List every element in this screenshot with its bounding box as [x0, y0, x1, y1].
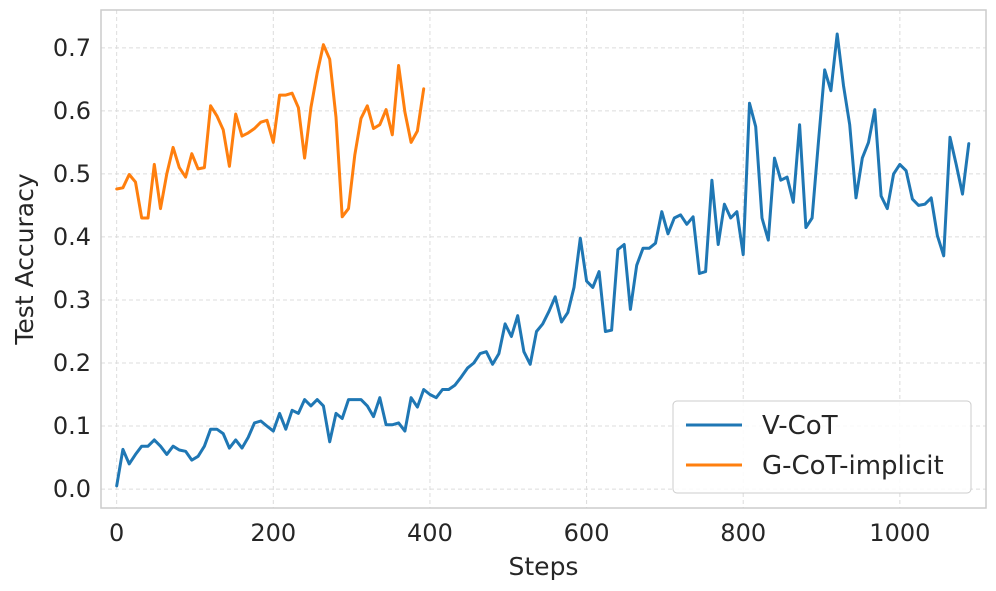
- y-tick-label: 0.0: [53, 475, 91, 503]
- legend-label-g-cot-implicit: G-CoT-implicit: [762, 451, 944, 481]
- x-tick-label: 800: [720, 519, 766, 547]
- legend-label-v-cot: V-CoT: [762, 411, 838, 441]
- y-tick-label: 0.4: [53, 223, 91, 251]
- series-group: [115, 32, 971, 488]
- series-line-v-cot: [115, 32, 971, 488]
- legend-box: [672, 400, 972, 494]
- x-tick-labels: 0 200 400 600 800 1000: [109, 519, 930, 547]
- y-tick-label: 0.2: [53, 349, 91, 377]
- x-tick-label: 600: [564, 519, 610, 547]
- plot-area-frame: [100, 9, 987, 509]
- x-tick-label: 400: [407, 519, 453, 547]
- grid-lines: [101, 10, 986, 508]
- y-tick-label: 0.3: [53, 286, 91, 314]
- y-axis-label: Test Accuracy: [10, 173, 39, 346]
- x-tick-label: 1000: [869, 519, 930, 547]
- y-tick-label: 0.7: [53, 34, 91, 62]
- y-tick-labels: 0.0 0.1 0.2 0.3 0.4 0.5 0.6 0.7: [53, 34, 91, 503]
- x-tick-label: 0: [109, 519, 124, 547]
- y-tick-label: 0.6: [53, 97, 91, 125]
- x-axis-label: Steps: [509, 552, 579, 581]
- legend: V-CoT G-CoT-implicit: [672, 400, 972, 494]
- y-tick-label: 0.5: [53, 160, 91, 188]
- x-tick-label: 200: [250, 519, 296, 547]
- series-line-g-cot-implicit: [115, 43, 426, 220]
- y-tick-label: 0.1: [53, 412, 91, 440]
